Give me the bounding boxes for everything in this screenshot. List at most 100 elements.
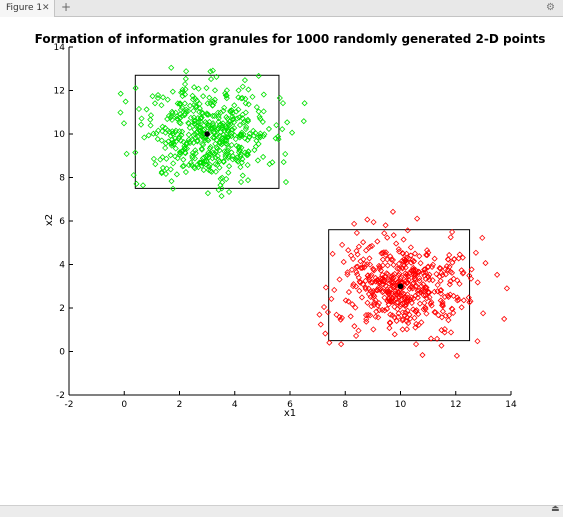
data-point	[200, 135, 207, 142]
data-point	[416, 277, 423, 284]
data-point	[260, 153, 267, 160]
data-point	[355, 274, 362, 281]
gear-icon[interactable]: ⚙	[546, 2, 555, 13]
data-point	[429, 261, 437, 268]
data-point	[466, 299, 473, 306]
data-point	[215, 156, 222, 163]
data-point	[362, 312, 370, 319]
data-point	[437, 277, 444, 284]
data-point	[403, 318, 410, 325]
data-point	[197, 127, 204, 134]
data-point	[384, 289, 391, 296]
data-point	[214, 126, 221, 133]
data-point	[130, 172, 137, 179]
data-point	[429, 277, 436, 284]
data-point	[411, 314, 418, 321]
data-point	[255, 140, 262, 147]
data-point	[352, 283, 360, 290]
data-point	[301, 100, 308, 107]
data-point	[189, 149, 196, 156]
data-point	[209, 67, 216, 74]
data-point	[363, 247, 370, 254]
data-point	[204, 190, 211, 197]
granule-box	[134, 74, 280, 189]
data-point	[218, 185, 225, 192]
data-point	[193, 97, 200, 104]
data-point	[395, 246, 402, 253]
data-point	[256, 113, 263, 120]
data-point	[382, 273, 389, 280]
data-point	[353, 229, 360, 236]
data-point	[370, 291, 377, 299]
plus-icon[interactable]: +	[61, 0, 72, 14]
data-point	[174, 115, 181, 122]
data-point	[456, 280, 463, 287]
data-point	[375, 300, 383, 307]
data-point	[413, 282, 420, 289]
data-point	[220, 131, 227, 138]
y-tick-label: 12	[54, 87, 65, 97]
data-point	[199, 110, 206, 117]
data-point	[158, 168, 165, 176]
data-point	[370, 266, 377, 273]
data-point	[347, 313, 354, 320]
data-point	[393, 240, 400, 247]
data-point	[241, 77, 248, 84]
data-point	[378, 250, 385, 257]
data-point	[377, 267, 384, 274]
y-tick-label: 10	[54, 130, 66, 140]
data-point	[182, 168, 189, 176]
data-point	[378, 276, 385, 283]
data-point	[480, 310, 487, 317]
data-point	[206, 118, 213, 126]
data-point	[437, 286, 445, 294]
data-point	[166, 128, 173, 135]
data-point	[235, 94, 242, 101]
data-point	[209, 134, 217, 141]
data-point	[238, 159, 245, 166]
data-point	[252, 129, 259, 137]
data-point	[411, 273, 418, 280]
data-point	[395, 293, 403, 300]
data-point	[207, 125, 215, 132]
data-point	[399, 315, 406, 323]
data-point	[365, 285, 372, 292]
data-point	[355, 327, 362, 334]
data-point	[223, 113, 230, 121]
close-icon[interactable]: ✕	[42, 3, 50, 13]
data-point	[168, 64, 175, 71]
data-point	[388, 274, 395, 281]
data-point	[173, 113, 180, 120]
data-point	[237, 153, 244, 160]
data-point	[273, 122, 280, 129]
data-point	[425, 263, 432, 270]
data-point	[197, 115, 204, 122]
eject-icon[interactable]: ⏏	[551, 504, 560, 514]
data-point	[387, 311, 394, 318]
data-point	[381, 307, 388, 314]
data-point	[472, 249, 479, 256]
data-point	[424, 252, 431, 259]
data-point	[159, 94, 167, 101]
data-point	[257, 130, 264, 137]
data-point	[205, 166, 212, 174]
data-point	[289, 129, 296, 136]
data-point	[405, 276, 412, 283]
data-point	[223, 87, 230, 94]
data-point	[364, 261, 371, 268]
data-point	[203, 110, 210, 117]
data-point	[389, 284, 397, 291]
data-point	[190, 164, 198, 171]
data-point	[228, 132, 235, 140]
cluster-centers	[204, 131, 404, 290]
y-axis-label: x2	[44, 214, 55, 226]
data-point	[351, 220, 358, 227]
data-point	[206, 94, 213, 101]
data-point	[367, 293, 374, 301]
figure-tab[interactable]: Figure 1 ✕	[0, 0, 55, 17]
data-point	[168, 140, 175, 147]
data-point	[164, 96, 171, 103]
data-point	[141, 134, 148, 141]
data-point	[181, 110, 188, 117]
x-tick-label: 12	[450, 400, 461, 410]
